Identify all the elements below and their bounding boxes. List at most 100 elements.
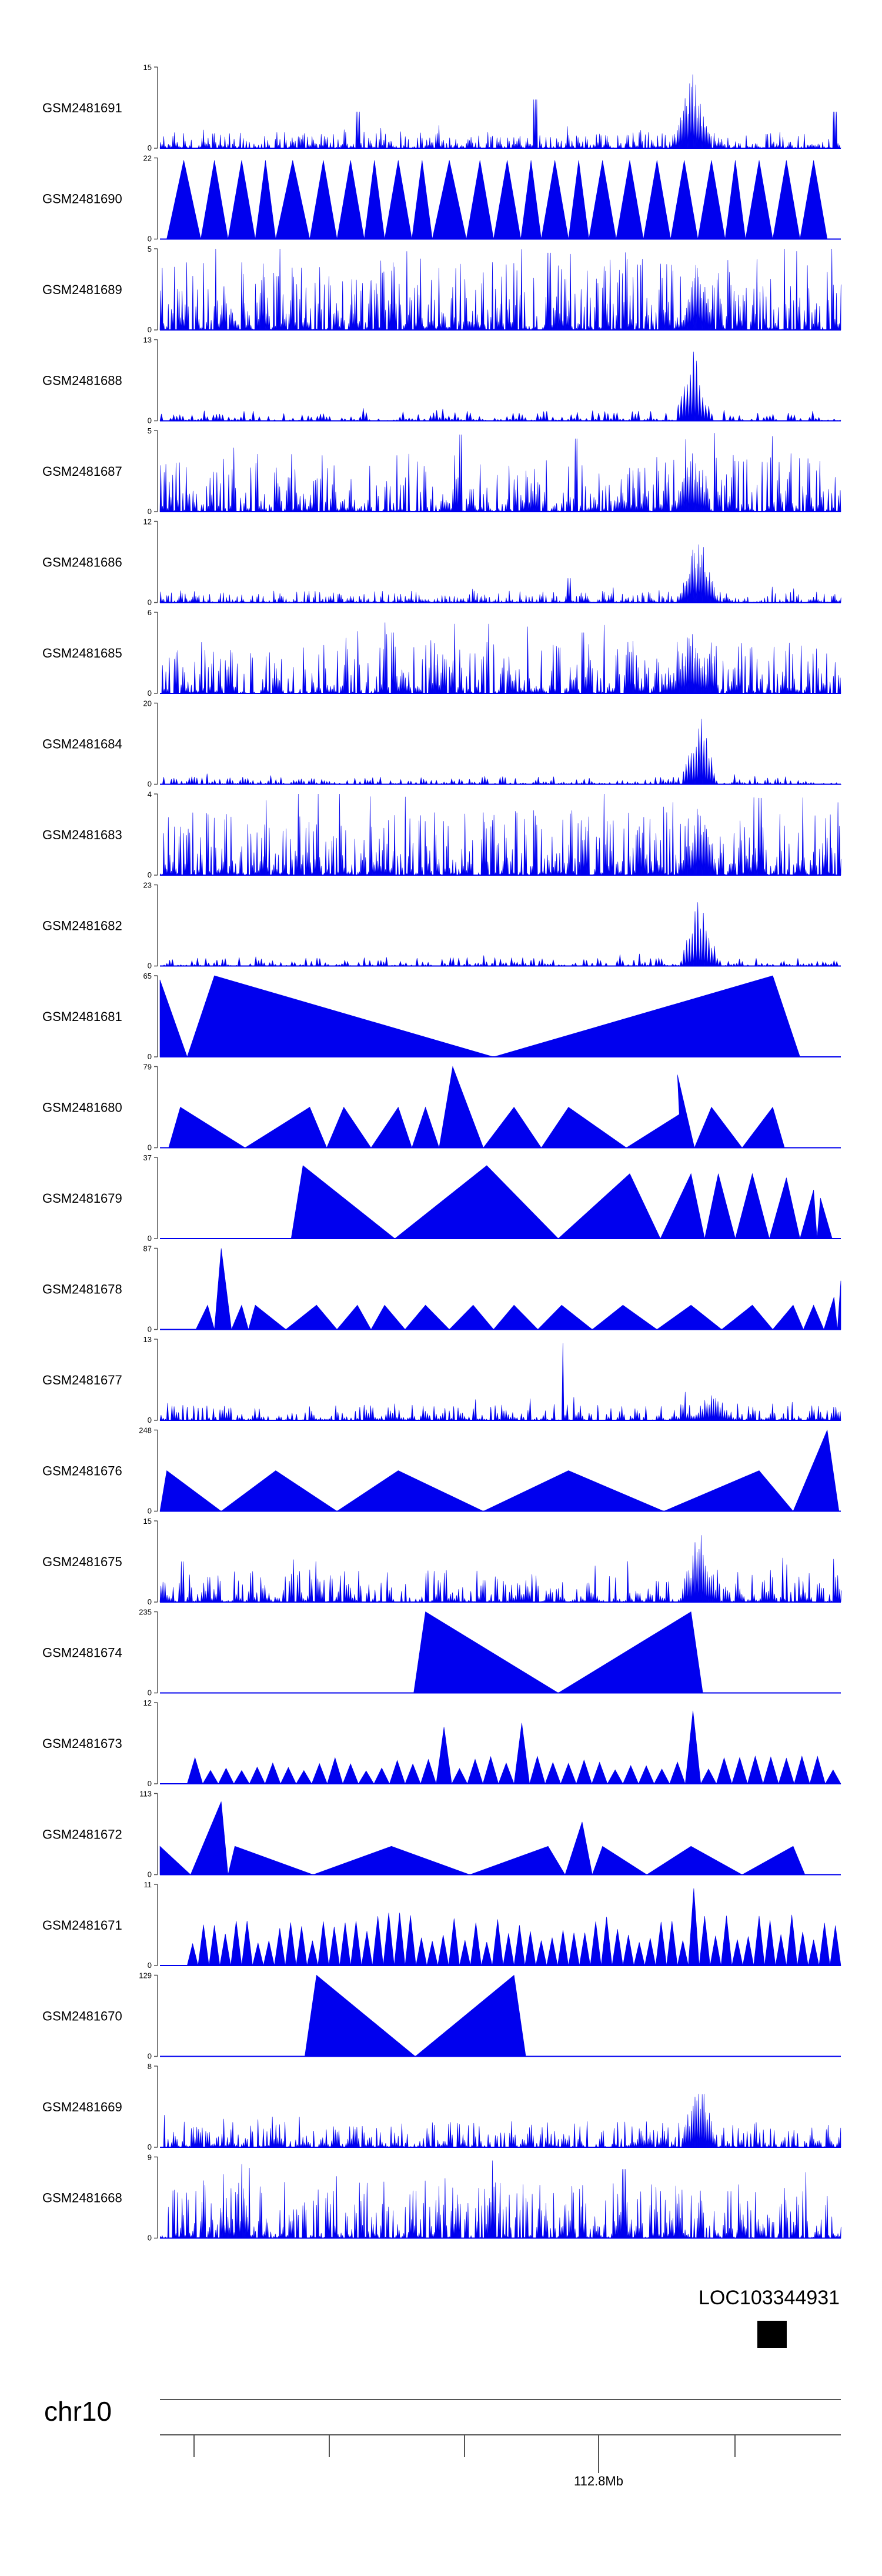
y-max-label: 23 xyxy=(143,881,152,890)
track-GSM2481685: GSM2481685 6 0 xyxy=(42,608,841,698)
y-min-label: 0 xyxy=(148,1779,152,1788)
signal-area xyxy=(159,902,841,967)
y-max-label: 235 xyxy=(139,1608,152,1617)
track-GSM2481687: GSM2481687 5 0 xyxy=(42,426,841,516)
y-min-label: 0 xyxy=(148,1597,152,1606)
signal-area xyxy=(159,1429,840,1512)
y-max-label: 6 xyxy=(148,608,152,617)
track-GSM2481680: GSM2481680 79 0 xyxy=(42,1063,841,1152)
track-GSM2481689: GSM2481689 5 0 xyxy=(42,245,841,334)
signal-area xyxy=(159,351,841,422)
y-max-label: 12 xyxy=(143,518,152,526)
y-min-label: 0 xyxy=(148,1052,152,1061)
track-label: GSM2481689 xyxy=(42,282,122,297)
signal-area xyxy=(159,793,841,876)
y-min-label: 0 xyxy=(148,689,152,698)
y-max-label: 5 xyxy=(148,245,152,253)
signal-area xyxy=(159,975,839,1057)
signal-area xyxy=(159,2094,841,2148)
track-GSM2481679: GSM2481679 37 0 xyxy=(42,1153,841,1243)
track-GSM2481678: GSM2481678 87 0 xyxy=(42,1244,841,1334)
y-min-label: 0 xyxy=(148,2234,152,2243)
signal-area xyxy=(159,2160,841,2239)
track-label: GSM2481688 xyxy=(42,373,122,388)
y-min-label: 0 xyxy=(148,1689,152,1697)
signal-area xyxy=(159,433,841,513)
track-GSM2481688: GSM2481688 13 0 xyxy=(42,336,841,425)
signal-area xyxy=(159,622,841,695)
signal-area xyxy=(413,1611,703,1693)
y-min-label: 0 xyxy=(148,962,152,970)
track-GSM2481686: GSM2481686 12 0 xyxy=(42,518,841,607)
y-min-label: 0 xyxy=(148,1961,152,1970)
track-label: GSM2481685 xyxy=(42,646,122,660)
y-max-label: 79 xyxy=(143,1063,152,1072)
track-label: GSM2481673 xyxy=(42,1736,122,1751)
y-max-label: 15 xyxy=(143,1517,152,1526)
y-min-label: 0 xyxy=(148,1416,152,1424)
track-label: GSM2481668 xyxy=(42,2191,122,2205)
y-min-label: 0 xyxy=(148,1870,152,1879)
y-min-label: 0 xyxy=(148,235,152,243)
track-label: GSM2481690 xyxy=(42,192,122,206)
signal-area xyxy=(195,1248,841,1330)
track-GSM2481669: GSM2481669 8 0 xyxy=(42,2062,841,2151)
track-label: GSM2481683 xyxy=(42,827,122,842)
track-GSM2481674: GSM2481674 235 0 xyxy=(42,1608,841,1697)
signal-area xyxy=(159,1801,806,1876)
track-label: GSM2481669 xyxy=(42,2100,122,2114)
track-GSM2481677: GSM2481677 13 0 xyxy=(42,1335,841,1424)
y-max-label: 15 xyxy=(143,63,152,72)
signal-area xyxy=(304,1974,526,2057)
track-GSM2481682: GSM2481682 23 0 xyxy=(42,881,841,970)
track-label: GSM2481670 xyxy=(42,2009,122,2024)
y-max-label: 87 xyxy=(143,1244,152,1253)
y-max-label: 4 xyxy=(148,790,152,799)
signal-area xyxy=(159,544,841,603)
y-max-label: 5 xyxy=(148,426,152,435)
y-max-label: 13 xyxy=(143,1335,152,1344)
y-min-label: 0 xyxy=(148,507,152,516)
track-label: GSM2481681 xyxy=(42,1009,122,1024)
y-max-label: 13 xyxy=(143,336,152,345)
track-label: GSM2481672 xyxy=(42,1827,122,1842)
signal-area xyxy=(290,1165,833,1240)
y-min-label: 0 xyxy=(148,1143,152,1152)
signal-area xyxy=(159,719,842,785)
signal-area xyxy=(168,1066,785,1149)
y-min-label: 0 xyxy=(148,1325,152,1334)
y-max-label: 37 xyxy=(143,1153,152,1162)
signal-tracks: GSM2481691150GSM2481690220GSM248168950GS… xyxy=(42,63,842,2243)
signal-area xyxy=(159,248,841,331)
chromosome-label: chr10 xyxy=(44,2396,112,2427)
y-max-label: 11 xyxy=(144,1880,152,1889)
y-min-label: 0 xyxy=(148,870,152,879)
y-max-label: 129 xyxy=(139,1971,152,1980)
y-min-label: 0 xyxy=(148,325,152,334)
track-GSM2481690: GSM2481690 22 0 xyxy=(42,154,841,243)
y-min-label: 0 xyxy=(148,780,152,789)
track-label: GSM2481680 xyxy=(42,1100,122,1115)
track-GSM2481672: GSM2481672 113 0 xyxy=(42,1790,841,1879)
track-label: GSM2481676 xyxy=(42,1464,122,1479)
y-max-label: 65 xyxy=(143,972,152,980)
track-label: GSM2481682 xyxy=(42,919,122,933)
y-min-label: 0 xyxy=(148,2052,152,2061)
y-min-label: 0 xyxy=(148,2143,152,2151)
track-GSM2481676: GSM2481676 248 0 xyxy=(42,1426,841,1516)
axis-ticks xyxy=(193,2435,736,2473)
y-min-label: 0 xyxy=(148,598,152,607)
track-label: GSM2481687 xyxy=(42,464,122,479)
gene-label: LOC103344931 xyxy=(699,2287,840,2309)
signal-area xyxy=(166,160,828,239)
track-label: GSM2481679 xyxy=(42,1191,122,1206)
y-max-label: 12 xyxy=(143,1699,152,1707)
signal-area xyxy=(159,74,842,149)
y-min-label: 0 xyxy=(148,416,152,425)
signal-area xyxy=(186,1710,841,1785)
track-label: GSM2481677 xyxy=(42,1373,122,1387)
y-max-label: 248 xyxy=(139,1426,152,1435)
axis-tick-label: 112.8Mb xyxy=(574,2474,623,2488)
y-max-label: 8 xyxy=(148,2062,152,2071)
